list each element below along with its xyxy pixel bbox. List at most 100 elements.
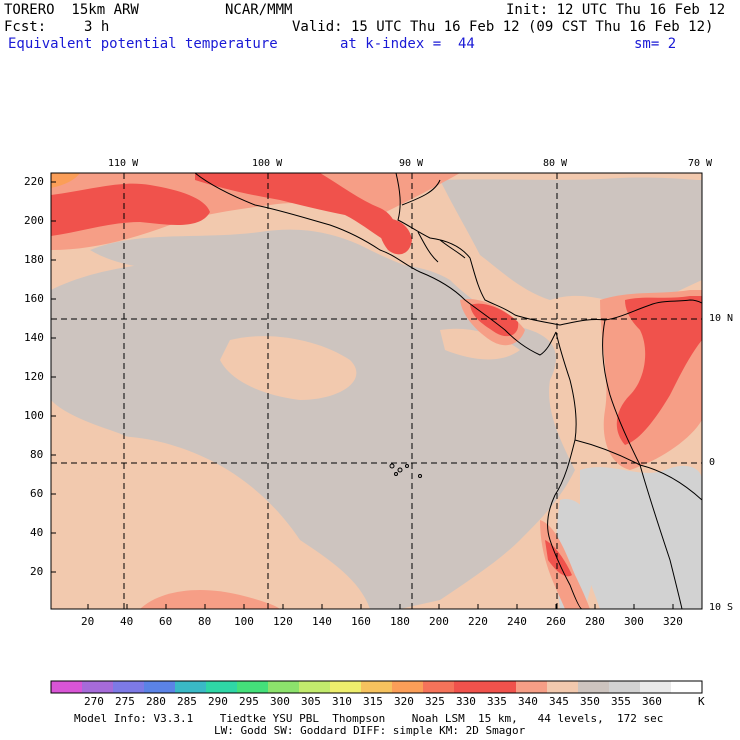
colorbar-label: 340	[518, 695, 538, 708]
field-hot-nw	[51, 183, 210, 236]
field-peach-patch-1	[220, 336, 357, 400]
field-hot-ecuador	[545, 540, 572, 577]
colorbar-label: 330	[456, 695, 476, 708]
colorbar-cells	[51, 681, 703, 693]
colorbar-label: 350	[580, 695, 600, 708]
field-hot-colombia	[616, 296, 702, 445]
y-tick-label: 140	[24, 331, 44, 344]
border-colombia	[602, 319, 702, 501]
x-tick-label: 80	[198, 615, 212, 628]
colorbar-label: 360	[642, 695, 662, 708]
x-tick-label: 60	[159, 615, 173, 628]
colorbar-label: 315	[363, 695, 383, 708]
colorbar-cell	[206, 681, 238, 693]
colorbar-cell	[237, 681, 269, 693]
colorbar-cell	[578, 681, 610, 693]
field-peach-patch-2	[80, 436, 300, 541]
colorbar-unit: K	[698, 695, 705, 708]
colorbar-cell	[299, 681, 331, 693]
y-tick-label: 120	[24, 370, 44, 383]
colorbar-cell	[144, 681, 176, 693]
x-tick-label: 300	[624, 615, 644, 628]
level-label: at k-index = 44	[340, 36, 475, 52]
x-tick-label: 280	[585, 615, 605, 628]
model-name: TORERO 15km ARW	[4, 2, 139, 18]
lon-label: 100 W	[252, 158, 283, 169]
colorbar-frame	[50, 680, 703, 694]
colorbar-cell	[609, 681, 641, 693]
coastline-south-america	[547, 331, 583, 609]
x-tick-label: 220	[468, 615, 488, 628]
x-tick-label: 180	[390, 615, 410, 628]
colorbar-cell	[392, 681, 424, 693]
colorbar-cell	[361, 681, 393, 693]
coastline-caribbean	[395, 173, 651, 326]
field-veryhot-corner	[51, 173, 80, 188]
forecast-label: Fcst:	[4, 19, 47, 35]
field-warm-south	[140, 589, 280, 609]
x-tick-label: 120	[273, 615, 293, 628]
colorbar-label: 275	[115, 695, 135, 708]
field-hot-guatemala	[379, 218, 412, 255]
model-info: Model Info: V3.3.1 Tiedtke YSU PBL Thomp…	[74, 712, 664, 725]
forecast-hour: 3 h	[84, 19, 110, 35]
lat-label: 0	[709, 457, 716, 468]
galapagos-islands	[389, 463, 422, 478]
lat-label: 10 N	[709, 313, 734, 324]
colorbar-label: 325	[425, 695, 445, 708]
lon-label: 70 W	[688, 158, 713, 169]
x-tick-label: 20	[81, 615, 95, 628]
field-gray-east	[440, 177, 702, 310]
colorbar-label: 355	[611, 695, 631, 708]
lat-lon-grid	[51, 173, 702, 609]
border-peru	[639, 464, 683, 609]
field-hot-mexico	[195, 173, 397, 245]
coastlines	[194, 173, 702, 609]
lon-label: 80 W	[543, 158, 568, 169]
colorbar-label: 345	[549, 695, 569, 708]
colorbar-cell	[82, 681, 114, 693]
lon-label: 110 W	[108, 158, 139, 169]
border-venezuela	[649, 299, 702, 306]
smoothing-label: sm= 2	[634, 36, 677, 52]
colorbar-cell	[454, 681, 486, 693]
y-tick-label: 60	[30, 487, 44, 500]
colorbar-cell	[547, 681, 579, 693]
x-tick-label: 260	[546, 615, 566, 628]
y-tick-label: 180	[24, 253, 44, 266]
physics-info: LW: Godd SW: Goddard DIFF: simple KM: 2D…	[214, 724, 526, 737]
x-tick-label: 200	[429, 615, 449, 628]
map-field	[51, 173, 702, 609]
colorbar-label: 320	[394, 695, 414, 708]
center-name: NCAR/MMM	[225, 2, 293, 18]
colorbar-label: 310	[332, 695, 352, 708]
colorbar-cell	[113, 681, 145, 693]
map-frame	[50, 172, 703, 610]
x-tick-label: 240	[507, 615, 527, 628]
colorbar-cell	[485, 681, 517, 693]
border-centralamerica	[417, 231, 466, 263]
colorbar-label: 305	[301, 695, 321, 708]
lon-label: 90 W	[399, 158, 424, 169]
x-tick-label: 160	[351, 615, 371, 628]
border-yucatan	[401, 179, 441, 206]
y-tick-label: 80	[30, 448, 44, 461]
field-lightgray-se	[579, 465, 702, 609]
x-tick-label: 320	[663, 615, 683, 628]
axis-ticks	[51, 181, 674, 609]
y-tick-label: 100	[24, 409, 44, 422]
field-title: Equivalent potential temperature	[8, 36, 278, 52]
field-gray-north	[90, 229, 420, 281]
colorbar-label: 280	[146, 695, 166, 708]
y-tick-label: 20	[30, 565, 44, 578]
colorbar-cell	[640, 681, 672, 693]
colorbar-label: 285	[177, 695, 197, 708]
colorbar-cell	[671, 681, 703, 693]
y-tick-label: 40	[30, 526, 44, 539]
colorbar-label: 270	[84, 695, 104, 708]
colorbar-label: 295	[239, 695, 259, 708]
coastline-mexico	[194, 173, 557, 356]
colorbar-cell	[175, 681, 207, 693]
init-time: Init: 12 UTC Thu 16 Feb 12	[506, 2, 726, 18]
